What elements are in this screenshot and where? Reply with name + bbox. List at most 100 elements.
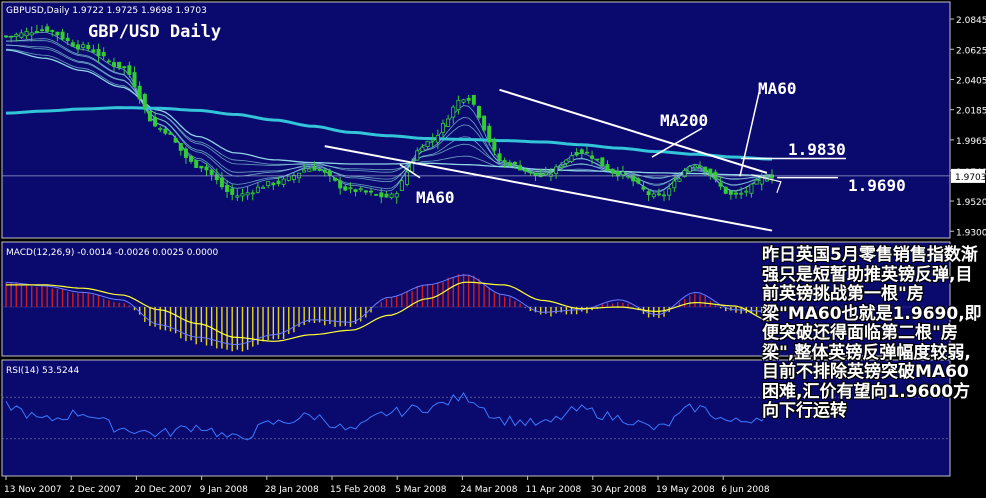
candle-body — [703, 166, 708, 172]
ma200-pointer-line — [651, 127, 703, 158]
candle-body — [250, 192, 255, 195]
candle-body — [379, 192, 384, 198]
candle-body — [70, 42, 75, 47]
candle-body — [451, 106, 456, 118]
ma-fan-line — [5, 44, 773, 186]
candle-body — [620, 171, 625, 175]
candle-body — [656, 193, 661, 196]
candle-body — [461, 99, 466, 103]
candle-body — [9, 35, 14, 38]
candle-body — [533, 172, 538, 176]
candle-body — [723, 186, 728, 194]
candle-body — [399, 180, 404, 191]
candle-body — [302, 169, 307, 173]
candle-body — [492, 139, 497, 151]
candle-body — [281, 178, 286, 185]
candle-body — [353, 189, 358, 192]
candle-body — [677, 178, 682, 182]
candle-body — [415, 150, 420, 161]
candle-body — [744, 190, 749, 193]
candle-body — [543, 172, 548, 176]
price-tick-label: 2.0185 — [956, 107, 986, 117]
price-panel-header: GBPUSD,Daily 1.9722 1.9725 1.9698 1.9703 — [6, 6, 207, 16]
x-axis-label: 24 Mar 2008 — [460, 485, 517, 495]
candle-body — [590, 155, 595, 159]
candle-body — [749, 183, 754, 194]
ma60-line — [5, 49, 772, 177]
candle-body — [348, 187, 353, 190]
candle-body — [60, 31, 65, 40]
candle-body — [718, 182, 723, 187]
candle-body — [178, 142, 183, 151]
candle-body — [595, 158, 600, 161]
candle-body — [312, 166, 317, 171]
candle-body — [770, 174, 775, 179]
candle-body — [235, 195, 240, 198]
channel-lower-line — [324, 145, 773, 232]
candle-body — [569, 155, 574, 162]
macd-signal-line — [6, 281, 773, 342]
candle-body — [101, 52, 106, 57]
candle-body — [482, 115, 487, 131]
candle-body — [384, 193, 389, 198]
price-tick-label: 2.0845 — [956, 16, 986, 26]
candle-body — [189, 156, 194, 162]
channel-upper-line — [499, 88, 768, 174]
candle-body — [394, 193, 399, 198]
candle-body — [34, 30, 39, 33]
x-axis-label: 6 Jun 2008 — [721, 485, 770, 495]
candle-body — [158, 127, 163, 130]
candle-body — [322, 169, 327, 173]
price-tick-label: 2.0625 — [956, 46, 986, 56]
candle-body — [564, 159, 569, 164]
chart-title: GBP/USD Daily — [88, 22, 221, 42]
candle-body — [225, 184, 230, 192]
price-tick-label: 1.9520 — [956, 198, 986, 208]
x-axis-label: 15 Feb 2008 — [330, 485, 386, 495]
macd-panel-header: MACD(12,26,9) -0.0014 -0.0026 0.0025 0.0… — [6, 248, 219, 258]
candle-body — [127, 65, 132, 75]
candle-body — [75, 44, 80, 50]
candle-body — [584, 151, 589, 154]
candle-body — [430, 139, 435, 142]
candle-body — [338, 180, 343, 189]
candle-body — [153, 116, 158, 127]
current-price-label: 1.9703 — [955, 173, 986, 183]
candle-body — [528, 171, 533, 174]
candle-body — [137, 85, 142, 100]
annotation-1-9690: 1.9690 — [848, 176, 906, 195]
candle-body — [369, 190, 374, 193]
rsi-panel-header: RSI(14) 53.5244 — [6, 366, 79, 376]
candle-body — [111, 62, 116, 67]
candle-body — [219, 177, 224, 188]
candle-body — [317, 169, 322, 171]
candle-body — [389, 193, 394, 199]
x-axis-label: 11 Apr 2008 — [526, 485, 582, 495]
candle-body — [91, 49, 96, 53]
candle-body — [425, 140, 430, 148]
candle-body — [39, 29, 44, 32]
candle-body — [440, 123, 445, 133]
candle-body — [512, 161, 517, 165]
candle-body — [142, 93, 147, 109]
candle-body — [641, 186, 646, 190]
candle-body — [435, 134, 440, 143]
candle-body — [636, 178, 641, 184]
candle-body — [286, 175, 291, 181]
candle-body — [183, 148, 188, 158]
candle-body — [271, 182, 276, 186]
candle-body — [471, 95, 476, 105]
candle-body — [194, 160, 199, 168]
candle-body — [734, 192, 739, 195]
annotation-ma60-upper: MA60 — [758, 79, 797, 98]
candle-body — [255, 186, 260, 193]
candle-body — [404, 171, 409, 185]
candle-body — [307, 168, 312, 172]
candle-body — [754, 179, 759, 185]
candle-body — [261, 186, 266, 189]
candle-body — [24, 31, 29, 37]
candle-body — [327, 170, 332, 176]
candle-body — [204, 166, 209, 171]
candle-body — [86, 44, 91, 50]
